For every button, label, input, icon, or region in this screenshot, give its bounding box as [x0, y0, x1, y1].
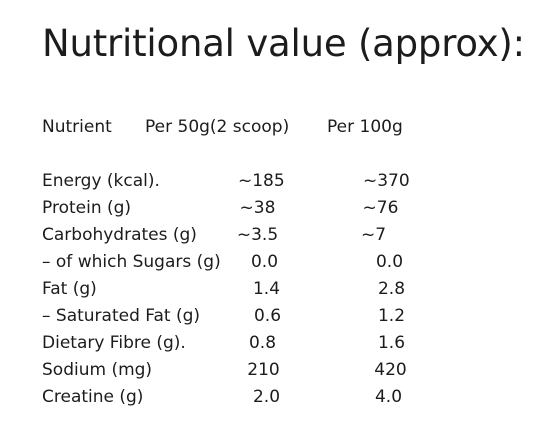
- nutrient-name: – Saturated Fat (g): [42, 306, 201, 326]
- header-per-100g: Per 100g: [327, 117, 403, 137]
- value-per-100g: 1.2: [377, 306, 406, 326]
- nutrient-name: Dietary Fibre (g).: [42, 333, 186, 353]
- value-per-100g: 420: [374, 360, 407, 380]
- nutrient-name: Energy (kcal).: [42, 171, 160, 191]
- value-per-100g: 4.0: [374, 387, 403, 407]
- value-per-100g: ~7: [360, 225, 387, 245]
- value-per-50g: 0.0: [250, 252, 279, 272]
- value-per-50g: 1.4: [252, 279, 281, 299]
- nutrient-name: Protein (g): [42, 198, 132, 218]
- header-per-50g: Per 50g(2 scoop): [145, 117, 290, 137]
- header-nutrient: Nutrient: [42, 117, 112, 137]
- value-per-100g: ~76: [362, 198, 399, 218]
- nutrient-name: Creatine (g): [42, 387, 144, 407]
- value-per-50g: 210: [247, 360, 280, 380]
- value-per-50g: ~3.5: [236, 225, 279, 245]
- value-per-100g: 0.0: [375, 252, 404, 272]
- value-per-50g: ~38: [239, 198, 276, 218]
- value-per-50g: 0.6: [253, 306, 282, 326]
- value-per-50g: 2.0: [252, 387, 281, 407]
- value-per-100g: 2.8: [377, 279, 406, 299]
- value-per-50g: 0.8: [248, 333, 277, 353]
- nutrient-name: – of which Sugars (g): [42, 252, 221, 272]
- value-per-50g: ~185: [238, 171, 285, 191]
- page-title: Nutritional value (approx):: [42, 22, 525, 65]
- nutrient-name: Fat (g): [42, 279, 97, 299]
- value-per-100g: ~370: [363, 171, 410, 191]
- nutrient-name: Sodium (mg): [42, 360, 153, 380]
- value-per-100g: 1.6: [377, 333, 406, 353]
- nutrient-name: Carbohydrates (g): [42, 225, 197, 245]
